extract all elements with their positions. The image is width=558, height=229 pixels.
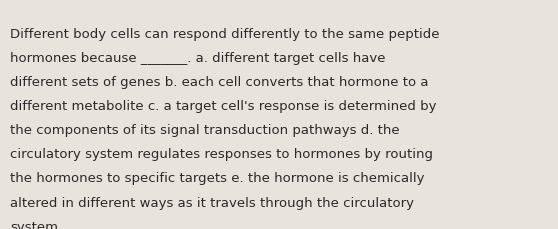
Text: circulatory system regulates responses to hormones by routing: circulatory system regulates responses t… <box>10 148 433 161</box>
Text: different metabolite c. a target cell's response is determined by: different metabolite c. a target cell's … <box>10 100 436 113</box>
Text: Different body cells can respond differently to the same peptide: Different body cells can respond differe… <box>10 27 440 41</box>
Text: hormones because _______. a. different target cells have: hormones because _______. a. different t… <box>10 52 386 65</box>
Text: different sets of genes b. each cell converts that hormone to a: different sets of genes b. each cell con… <box>10 76 429 89</box>
Text: altered in different ways as it travels through the circulatory: altered in different ways as it travels … <box>10 196 414 209</box>
Text: the components of its signal transduction pathways d. the: the components of its signal transductio… <box>10 124 400 137</box>
Text: the hormones to specific targets e. the hormone is chemically: the hormones to specific targets e. the … <box>10 172 425 185</box>
Text: system: system <box>10 220 58 229</box>
